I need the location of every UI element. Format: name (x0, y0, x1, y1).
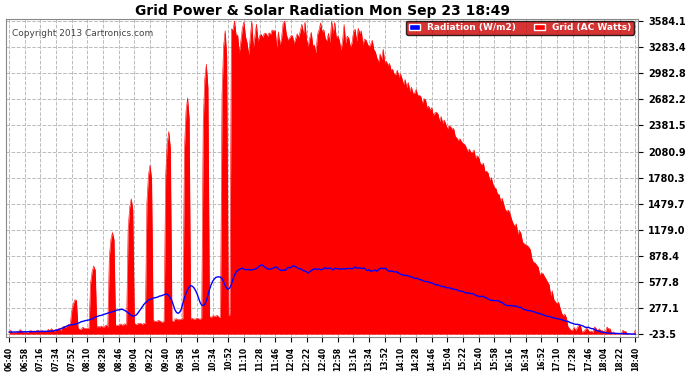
Title: Grid Power & Solar Radiation Mon Sep 23 18:49: Grid Power & Solar Radiation Mon Sep 23 … (135, 4, 510, 18)
Legend: Radiation (W/m2), Grid (AC Watts): Radiation (W/m2), Grid (AC Watts) (406, 21, 634, 35)
Text: Copyright 2013 Cartronics.com: Copyright 2013 Cartronics.com (12, 29, 154, 38)
